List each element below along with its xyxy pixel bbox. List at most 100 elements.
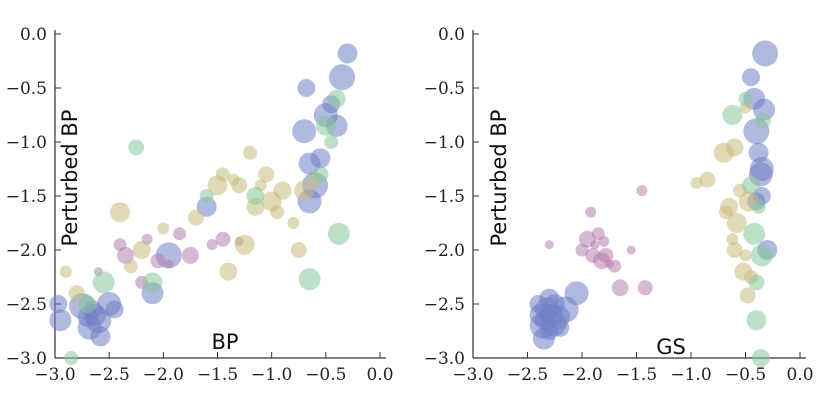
y-tick-label: −0.5: [6, 79, 47, 99]
data-point-olive: [270, 205, 285, 220]
data-point-green: [64, 351, 79, 365]
data-point-purple: [173, 227, 187, 241]
x-tick-label: −1.0: [670, 365, 711, 385]
x-axis-label: GS: [656, 335, 686, 359]
data-point-green: [315, 115, 336, 136]
data-point-blue: [105, 300, 124, 319]
data-point-olive: [699, 171, 716, 188]
x-tick-label: −2.0: [143, 365, 184, 385]
data-point-green: [751, 349, 770, 367]
data-point-purple: [611, 279, 629, 297]
data-point-olive: [187, 209, 204, 226]
data-point-olive: [110, 202, 130, 223]
x-tick-label: −0.5: [305, 365, 346, 385]
data-point-olive: [219, 262, 238, 281]
data-point-green: [142, 272, 163, 293]
y-tick-label: −2.0: [6, 241, 47, 261]
data-point-olive: [720, 197, 739, 216]
data-point-green: [78, 295, 97, 313]
x-tick-label: −2.0: [561, 365, 602, 385]
x-tick-label: −0.5: [725, 365, 766, 385]
data-point-olive: [725, 138, 744, 157]
data-point-purple: [608, 259, 622, 273]
data-point-blue: [196, 196, 217, 217]
data-point-olive: [273, 181, 292, 200]
data-point-green: [751, 199, 766, 214]
x-tick-label: −1.5: [616, 365, 657, 385]
data-point-green: [327, 222, 350, 245]
data-point-olive: [290, 242, 307, 258]
data-point-olive: [739, 287, 756, 304]
data-point-blue: [539, 288, 560, 309]
y-tick-label: −1.0: [424, 133, 465, 153]
data-point-olive: [123, 259, 138, 274]
data-point-blue: [329, 64, 356, 91]
y-axis-label: Perturbed BP: [58, 110, 82, 247]
data-point-green: [128, 139, 145, 156]
y-tick-label: −3.0: [424, 349, 465, 369]
scatter-panel-bp: −3.0 −2.5 −2.0 −1.5 −1.0 −0.5 0.0 0.0 −0.5 −1.0 −1…: [6, 25, 394, 385]
data-point-green: [741, 176, 760, 195]
data-point-green: [743, 222, 766, 245]
data-point-blue: [49, 309, 72, 332]
data-point-purple: [150, 253, 166, 269]
data-point-green: [324, 135, 339, 149]
data-point-green: [327, 89, 346, 108]
data-point-olive: [132, 241, 151, 259]
data-point-olive: [59, 265, 72, 278]
data-point-blue: [532, 327, 555, 350]
x-tick-label: 0.0: [366, 365, 393, 385]
scatter-panel-gs: −3.0 −2.5 −2.0 −1.5 −1.0 −0.5 0.0 0.0 −0.5 −1.0 −1…: [424, 25, 814, 385]
data-point-green: [246, 187, 265, 205]
x-tick-label: −3.0: [34, 365, 75, 385]
data-point-blue: [90, 326, 111, 347]
data-point-olive: [287, 217, 300, 229]
data-point-olive: [157, 222, 170, 235]
data-point-green: [199, 189, 214, 203]
x-tick-label: −2.5: [89, 365, 130, 385]
data-point-olive: [234, 234, 255, 255]
data-point-purple: [598, 235, 610, 247]
data-point-olive: [231, 177, 248, 194]
data-point-blue: [337, 43, 358, 64]
data-point-purple: [206, 239, 218, 251]
data-point-blue: [749, 157, 774, 181]
data-point-purple: [215, 231, 231, 247]
y-tick-label: 0.0: [20, 25, 47, 45]
data-point-blue: [752, 40, 779, 67]
y-tick-label: −2.0: [424, 241, 465, 261]
data-point-purple: [164, 259, 174, 269]
y-tick-label: −1.0: [6, 133, 47, 153]
data-point-olive: [726, 242, 743, 258]
y-tick-label: −3.0: [6, 349, 47, 369]
data-point-blue: [310, 148, 331, 169]
data-point-blue: [741, 68, 760, 87]
x-axis-label: BP: [211, 330, 238, 354]
data-point-purple: [585, 206, 597, 218]
data-point-purple: [598, 247, 614, 263]
data-point-olive: [68, 285, 85, 302]
data-point-green: [750, 244, 773, 267]
x-tick-label: −1.5: [197, 365, 238, 385]
x-tick-label: −2.5: [507, 365, 548, 385]
y-tick-label: −0.5: [424, 79, 465, 99]
data-point-purple: [590, 240, 600, 250]
data-point-purple: [636, 185, 648, 197]
data-point-purple: [637, 280, 653, 296]
x-tick-label: 0.0: [786, 365, 813, 385]
data-point-green: [722, 105, 743, 125]
y-tick-label: −2.5: [424, 295, 465, 315]
y-axis-label: Perturbed BP: [487, 110, 511, 247]
data-point-olive: [215, 167, 230, 182]
data-point-olive: [243, 145, 257, 160]
data-point-green: [748, 274, 765, 291]
y-tick-label: −2.5: [6, 295, 47, 315]
data-point-purple: [181, 246, 199, 264]
data-point-green: [92, 271, 115, 294]
x-tick-label: −3.0: [452, 365, 493, 385]
data-point-olive: [739, 249, 752, 262]
data-point-olive: [294, 180, 315, 201]
data-point-blue: [551, 318, 570, 337]
y-tick-label: −1.5: [6, 187, 47, 207]
